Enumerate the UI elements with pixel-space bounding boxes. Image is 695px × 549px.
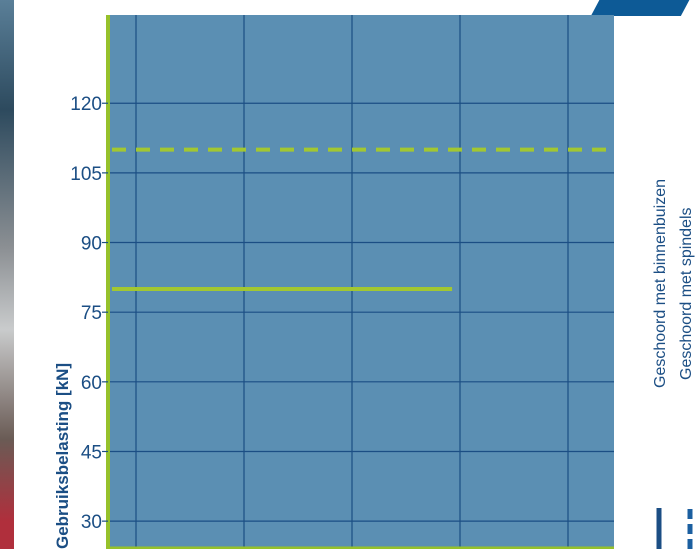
- y-axis-label: Gebruiksbelasting [kN]: [53, 363, 72, 549]
- y-axis-ticks: 30 45 60 75 90 105 120: [70, 94, 108, 533]
- legend: Geschoord met binnenbuizen Geschoord met…: [652, 179, 695, 549]
- y-tick-label: 75: [81, 303, 102, 324]
- background-photo-strip: [0, 0, 14, 549]
- legend-item-solid: Geschoord met binnenbuizen: [652, 179, 669, 549]
- y-tick-label: 60: [81, 373, 102, 394]
- y-tick-label: 105: [70, 164, 102, 185]
- y-tick-label: 120: [70, 94, 102, 115]
- legend-item-dashed: Geschoord met spindels: [678, 207, 695, 549]
- y-tick-label: 30: [81, 512, 102, 533]
- plot-background: [108, 15, 614, 549]
- series-lines: [112, 147, 614, 291]
- legend-label-dashed: Geschoord met spindels: [678, 207, 695, 380]
- legend-label-solid: Geschoord met binnenbuizen: [652, 179, 669, 388]
- y-tick-label: 45: [81, 442, 102, 463]
- grid-lines: [108, 15, 614, 549]
- y-tick-label: 90: [81, 234, 102, 255]
- plot-area: [106, 15, 614, 549]
